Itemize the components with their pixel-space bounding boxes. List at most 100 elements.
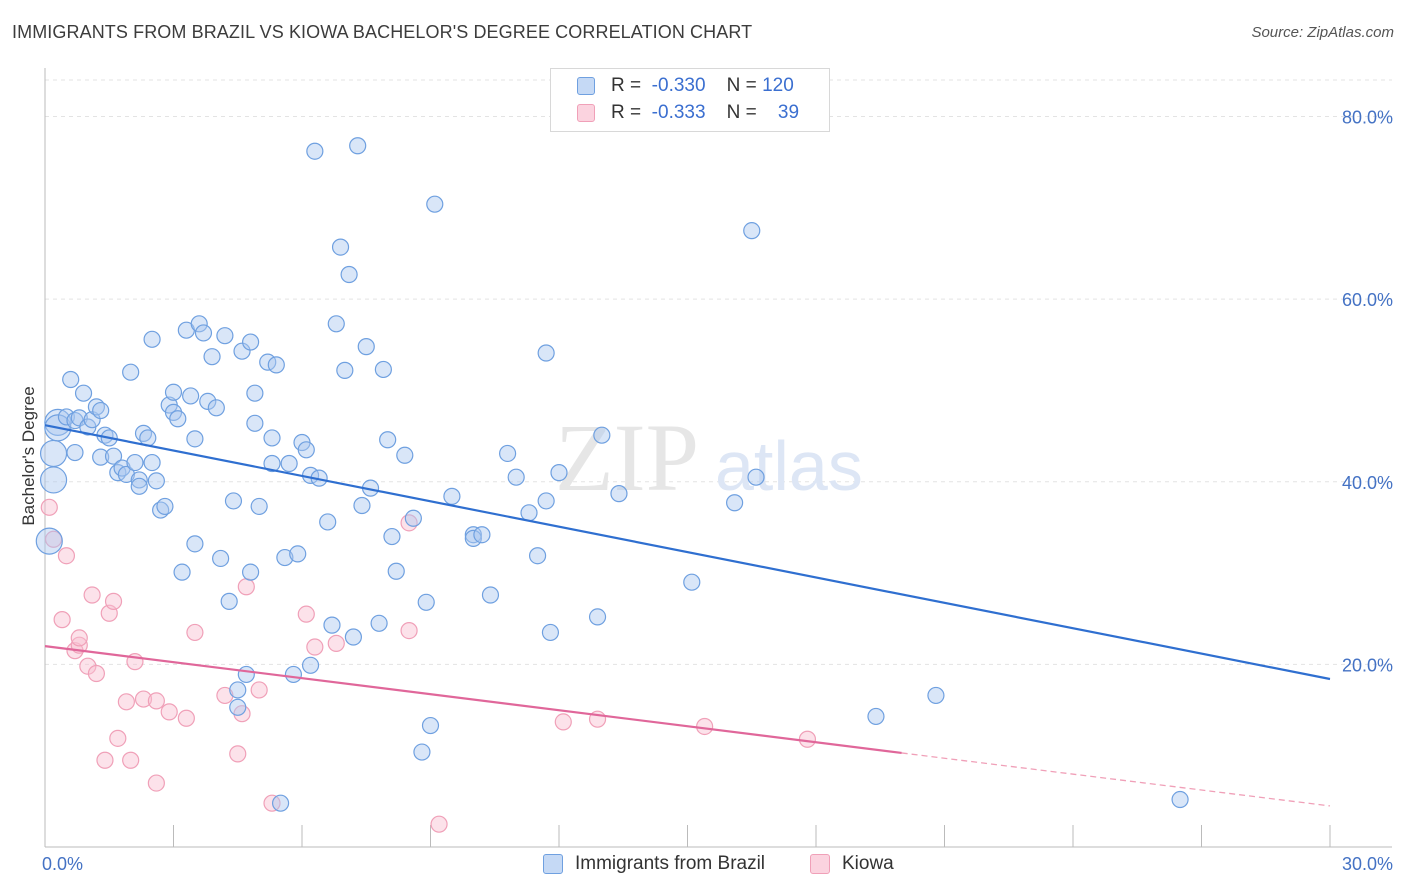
- y-tick-label: 40.0%: [1342, 473, 1393, 493]
- kiowa-point: [83, 586, 101, 604]
- brazil-point: [396, 446, 414, 464]
- watermark-atlas: atlas: [715, 427, 863, 505]
- bottom-legend-swatch-brazil: [543, 854, 563, 874]
- bottom-legend-brazil: Immigrants from Brazil: [543, 852, 765, 876]
- brazil-point: [289, 545, 307, 563]
- y-axis-label: Bachelor's Degree: [19, 386, 38, 525]
- brazil-point: [297, 441, 315, 459]
- brazil-point: [242, 563, 260, 581]
- brazil-point: [246, 384, 264, 402]
- brazil-point: [130, 477, 148, 495]
- brazil-point: [242, 333, 260, 351]
- kiowa-point: [96, 751, 114, 769]
- brazil-point: [340, 265, 358, 284]
- kiowa-point: [160, 703, 178, 721]
- legend-n-label: N =: [726, 75, 757, 96]
- brazil-point: [267, 356, 285, 374]
- kiowa-point: [57, 547, 76, 565]
- brazil-point: [344, 628, 362, 646]
- brazil-point: [156, 497, 174, 516]
- brazil-point: [70, 409, 88, 427]
- kiowa-point: [70, 629, 88, 647]
- brazil-point: [39, 439, 68, 468]
- chart-source: Source: ZipAtlas.com: [1251, 24, 1394, 41]
- kiowa-point: [109, 729, 127, 747]
- brazil-point: [520, 504, 538, 522]
- kiowa-point: [147, 692, 165, 710]
- brazil-point: [683, 573, 701, 591]
- kiowa-point: [306, 638, 324, 656]
- brazil-point: [507, 468, 525, 486]
- brazil-point: [927, 686, 945, 705]
- brazil-point: [190, 315, 208, 333]
- brazil-point: [117, 465, 135, 484]
- brazil-point: [233, 342, 251, 360]
- brazil-point: [237, 665, 255, 684]
- brazil-point: [379, 431, 397, 449]
- brazil-point: [1171, 790, 1189, 809]
- brazil-point: [383, 527, 401, 546]
- brazil-point: [499, 444, 517, 463]
- brazil-point: [301, 656, 320, 674]
- brazil-point: [280, 454, 298, 473]
- bottom-legend-swatch-kiowa: [810, 854, 830, 874]
- kiowa-point: [40, 498, 58, 516]
- brazil-point: [147, 472, 165, 490]
- brazil-point: [143, 330, 161, 348]
- brazil-trend-line: [44, 424, 1331, 681]
- brazil-point: [443, 487, 461, 505]
- brazil-point: [370, 614, 388, 632]
- brazil-point: [319, 513, 337, 531]
- y-tick-label: 60.0%: [1342, 290, 1393, 310]
- kiowa-trend-line: [44, 645, 902, 755]
- brazil-point: [276, 548, 294, 567]
- brazil-point: [250, 497, 268, 516]
- brazil-point: [387, 562, 405, 580]
- brazil-point: [743, 222, 761, 240]
- series-kiowa: [40, 498, 817, 833]
- brazil-point: [186, 535, 204, 553]
- brazil-point: [550, 464, 568, 482]
- kiowa-point: [297, 605, 315, 623]
- x-tick-label: 30.0%: [1342, 854, 1393, 874]
- brazil-point: [421, 716, 440, 735]
- brazil-point: [229, 698, 247, 716]
- kiowa-point: [122, 751, 140, 769]
- brazil-point: [537, 344, 555, 362]
- brazil-point: [212, 549, 230, 568]
- brazil-point: [528, 547, 547, 565]
- x-tick-label: 0.0%: [42, 854, 83, 874]
- kiowa-point: [117, 693, 135, 711]
- kiowa-point: [134, 690, 153, 708]
- brazil-point: [426, 195, 444, 213]
- legend: R = -0.330 N = 120 R = -0.333 N = 39: [550, 68, 830, 132]
- brazil-point: [62, 370, 80, 389]
- brazil-point: [357, 338, 375, 356]
- brazil-point: [130, 471, 148, 489]
- brazil-point: [35, 527, 63, 555]
- brazil-point: [216, 327, 234, 345]
- kiowa-point: [147, 774, 165, 792]
- legend-n-value: 120: [762, 75, 794, 96]
- brazil-point: [417, 593, 435, 611]
- kiowa-point: [696, 717, 714, 736]
- brazil-point: [182, 387, 200, 405]
- kiowa-point: [216, 686, 234, 705]
- brazil-point: [413, 743, 431, 761]
- brazil-point: [323, 616, 341, 634]
- kiowa-point: [229, 745, 247, 763]
- brazil-point: [83, 411, 101, 429]
- brazil-point: [173, 563, 191, 581]
- brazil-point: [66, 443, 84, 462]
- series-brazil: [35, 137, 1189, 812]
- kiowa-point: [237, 578, 255, 596]
- brazil-point: [39, 466, 68, 494]
- kiowa-point: [327, 634, 345, 652]
- watermark: ZIP atlas: [555, 404, 863, 511]
- brazil-point: [169, 410, 187, 428]
- legend-r-value: -0.330: [651, 75, 706, 96]
- kiowa-point: [430, 815, 448, 833]
- brazil-point: [327, 315, 345, 333]
- kiowa-point: [250, 681, 268, 699]
